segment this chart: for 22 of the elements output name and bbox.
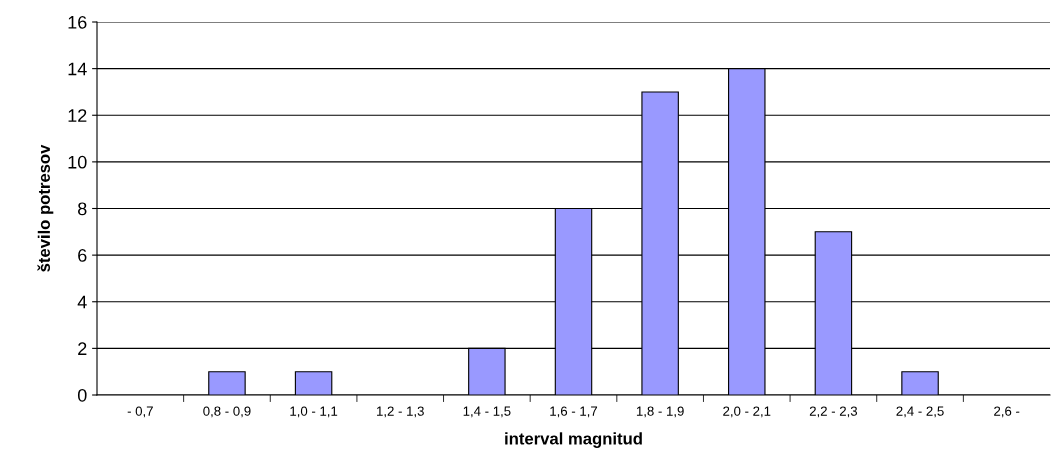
y-tick-label: 16 xyxy=(68,15,87,29)
y-tick-label: 12 xyxy=(68,109,87,122)
y-tick-label: 14 xyxy=(68,62,87,76)
y-tick-label: 4 xyxy=(77,295,87,309)
x-tick-label: 1,8 - 1,9 xyxy=(636,406,684,418)
y-tick-label: 0 xyxy=(77,388,87,402)
y-tick-label: 10 xyxy=(68,155,87,169)
x-tick-label: 1,0 - 1,1 xyxy=(290,406,338,418)
x-tick-label: 1,6 - 1,7 xyxy=(550,406,598,418)
x-tick-label: 1,2 - 1,3 xyxy=(377,406,424,418)
x-tick-label: 2,6 - xyxy=(994,406,1020,418)
y-tick-label: 2 xyxy=(78,342,87,355)
y-tick-label: 6 xyxy=(78,249,87,262)
x-tick-label: 2,0 - 2,1 xyxy=(723,406,771,418)
x-tick-label: 0,8 - 0,9 xyxy=(203,406,251,418)
x-tick-label: 2,2 - 2,3 xyxy=(809,406,858,418)
x-tick-label: 2,4 - 2,5 xyxy=(896,406,944,418)
y-tick-label: 8 xyxy=(78,202,87,216)
x-tick-label: - 0,7 xyxy=(127,406,153,418)
x-tick-label: 1,4 - 1,5 xyxy=(463,406,511,418)
x-axis-title: interval magnitud xyxy=(505,432,642,448)
y-axis-title: število potresov xyxy=(37,144,54,272)
